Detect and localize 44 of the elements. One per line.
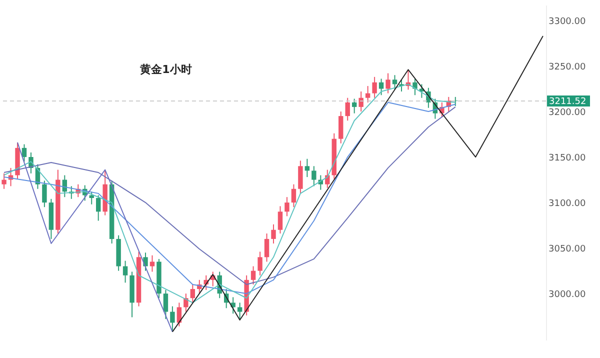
candlestick	[412, 78, 418, 96]
candlestick	[250, 266, 256, 285]
candlestick	[170, 306, 175, 332]
candlestick	[291, 184, 296, 208]
candlestick	[122, 260, 128, 284]
candlestick	[386, 72, 390, 94]
y-tick-label: 3200.00	[548, 108, 586, 118]
candlestick	[338, 111, 344, 144]
y-tick-label: 3300.00	[548, 16, 586, 27]
y-tick-label: 3100.00	[548, 199, 586, 210]
candlestick	[42, 180, 47, 208]
y-tick-label: 3150.00	[548, 154, 586, 164]
candlestick	[22, 144, 27, 162]
candlestick	[143, 252, 148, 272]
y-tick-label: 3000.00	[548, 290, 586, 300]
candlestick	[230, 296, 236, 314]
candlestick	[96, 194, 101, 222]
candlestick	[325, 169, 330, 188]
candlestick	[237, 302, 242, 320]
candlestick	[378, 78, 384, 96]
candlestick	[358, 90, 364, 112]
candlestick	[163, 289, 168, 320]
y-tick-label: 3250.00	[548, 62, 586, 72]
candlestick	[264, 232, 270, 262]
y-tick-label: 3050.00	[548, 244, 586, 255]
candlestick	[271, 224, 276, 244]
candlestick	[190, 284, 196, 304]
candlestick	[345, 97, 350, 122]
candlestick	[352, 98, 357, 114]
candlestick	[372, 76, 377, 98]
annotation: 黄金1小时	[139, 63, 192, 76]
candlestick	[258, 251, 262, 276]
candlestick	[365, 86, 370, 103]
candlestick	[298, 160, 303, 194]
ref-line-label: 3211.52	[549, 97, 586, 108]
candlestick	[176, 302, 182, 327]
candlestick	[312, 166, 316, 187]
candlestick	[304, 158, 310, 178]
candlestick	[184, 293, 188, 312]
candlestick	[150, 254, 155, 272]
candlestick	[278, 206, 283, 234]
candlestick	[2, 172, 6, 190]
candlestick	[284, 196, 290, 217]
candlestick	[392, 74, 398, 90]
